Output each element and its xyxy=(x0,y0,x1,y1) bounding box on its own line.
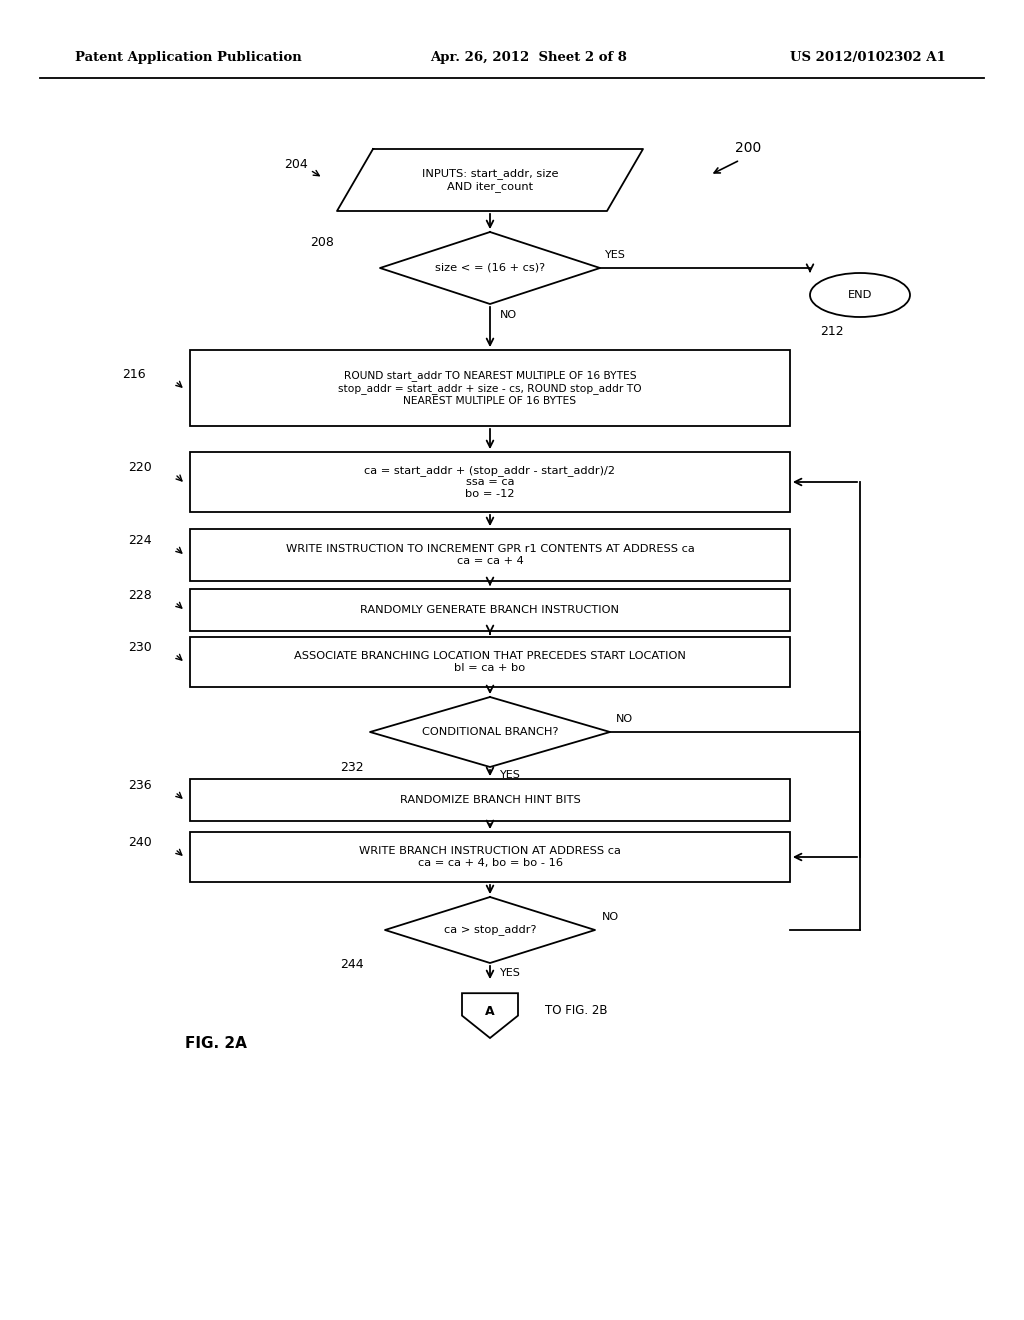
Text: 216: 216 xyxy=(122,368,145,381)
Bar xyxy=(190,589,790,631)
Text: ca > stop_addr?: ca > stop_addr? xyxy=(443,924,537,936)
Text: YES: YES xyxy=(605,249,626,260)
Text: NO: NO xyxy=(602,912,620,921)
Text: INPUTS: start_addr, size
AND iter_count: INPUTS: start_addr, size AND iter_count xyxy=(422,168,558,191)
Text: ROUND start_addr TO NEAREST MULTIPLE OF 16 BYTES
stop_addr = start_addr + size -: ROUND start_addr TO NEAREST MULTIPLE OF … xyxy=(338,371,642,405)
Text: Apr. 26, 2012  Sheet 2 of 8: Apr. 26, 2012 Sheet 2 of 8 xyxy=(430,51,627,65)
Text: WRITE INSTRUCTION TO INCREMENT GPR r1 CONTENTS AT ADDRESS ca
ca = ca + 4: WRITE INSTRUCTION TO INCREMENT GPR r1 CO… xyxy=(286,544,694,566)
Text: 212: 212 xyxy=(820,325,844,338)
Bar xyxy=(190,451,790,512)
Text: ca = start_addr + (stop_addr - start_addr)/2
ssa = ca
bo = -12: ca = start_addr + (stop_addr - start_add… xyxy=(365,465,615,499)
Text: YES: YES xyxy=(500,968,521,978)
Text: 240: 240 xyxy=(128,836,152,849)
Text: 220: 220 xyxy=(128,461,152,474)
Text: YES: YES xyxy=(500,770,521,780)
Text: END: END xyxy=(848,290,872,300)
Text: 224: 224 xyxy=(128,535,152,546)
Text: ASSOCIATE BRANCHING LOCATION THAT PRECEDES START LOCATION
bl = ca + bo: ASSOCIATE BRANCHING LOCATION THAT PRECED… xyxy=(294,651,686,673)
Text: A: A xyxy=(485,1005,495,1018)
Polygon shape xyxy=(462,993,518,1038)
Text: 204: 204 xyxy=(284,158,308,172)
Text: size < = (16 + cs)?: size < = (16 + cs)? xyxy=(435,263,545,273)
Text: 200: 200 xyxy=(735,141,761,154)
Text: TO FIG. 2B: TO FIG. 2B xyxy=(545,1003,607,1016)
Text: CONDITIONAL BRANCH?: CONDITIONAL BRANCH? xyxy=(422,727,558,737)
Text: WRITE BRANCH INSTRUCTION AT ADDRESS ca
ca = ca + 4, bo = bo - 16: WRITE BRANCH INSTRUCTION AT ADDRESS ca c… xyxy=(359,846,621,867)
Text: Patent Application Publication: Patent Application Publication xyxy=(75,51,302,65)
Text: RANDOMLY GENERATE BRANCH INSTRUCTION: RANDOMLY GENERATE BRANCH INSTRUCTION xyxy=(360,605,620,615)
Text: RANDOMIZE BRANCH HINT BITS: RANDOMIZE BRANCH HINT BITS xyxy=(399,795,581,805)
Text: 232: 232 xyxy=(340,762,364,774)
Text: 208: 208 xyxy=(310,236,334,249)
Text: NO: NO xyxy=(616,714,633,723)
Text: NO: NO xyxy=(500,310,517,319)
Bar xyxy=(190,832,790,882)
Ellipse shape xyxy=(810,273,910,317)
Text: FIG. 2A: FIG. 2A xyxy=(185,1036,247,1051)
Bar xyxy=(190,529,790,581)
Text: 244: 244 xyxy=(340,958,364,972)
Text: 230: 230 xyxy=(128,642,152,653)
Text: 236: 236 xyxy=(128,779,152,792)
Bar xyxy=(190,350,790,426)
Text: US 2012/0102302 A1: US 2012/0102302 A1 xyxy=(790,51,946,65)
Bar xyxy=(190,779,790,821)
Bar xyxy=(190,638,790,686)
Text: 228: 228 xyxy=(128,589,152,602)
